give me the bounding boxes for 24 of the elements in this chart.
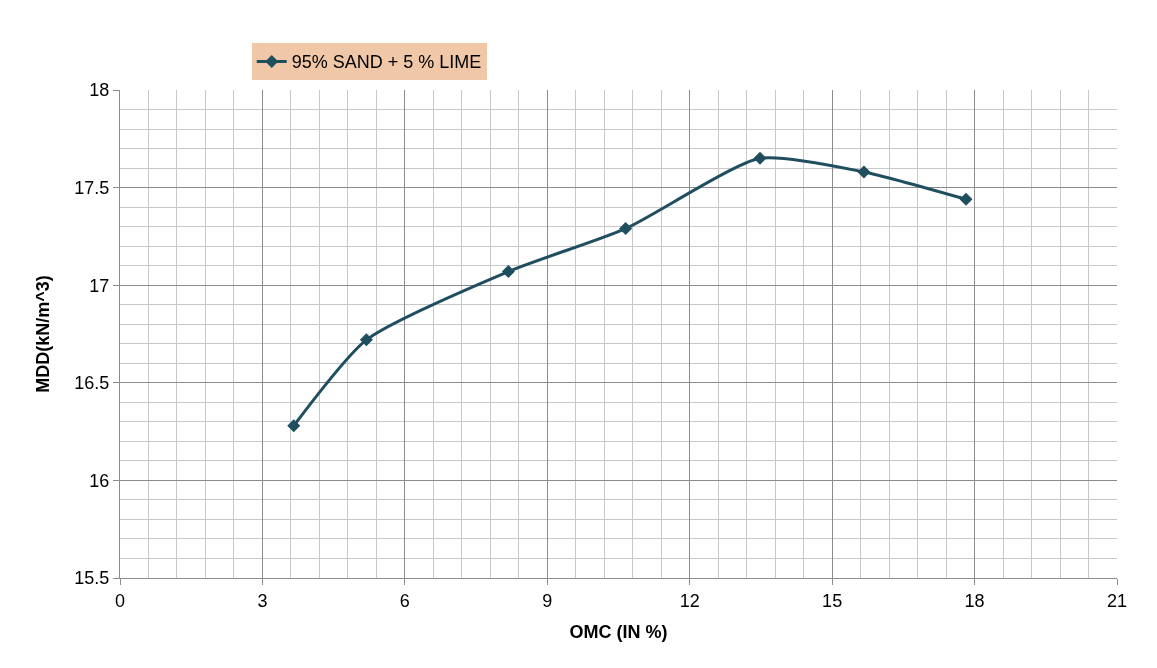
x-tick-label: 21	[1106, 590, 1128, 611]
x-tick-label: 9	[542, 590, 553, 611]
point	[857, 165, 871, 179]
x-tick-label: 3	[257, 590, 268, 611]
point	[501, 265, 515, 279]
x-tick-label: 12	[679, 590, 700, 611]
x-tick-label: 18	[964, 590, 985, 611]
x-tick-label: 15	[822, 590, 843, 611]
x-tick-label: 0	[114, 590, 126, 611]
point	[959, 192, 973, 206]
y-tick-label: 17	[89, 275, 110, 296]
legend-label: 95% SAND + 5 % LIME	[291, 52, 482, 73]
x-tick-label: 6	[399, 590, 410, 611]
point	[619, 222, 633, 236]
y-tick-label: 17.5	[74, 177, 110, 198]
y-tick-label: 16	[89, 470, 110, 491]
point	[287, 419, 301, 433]
x-axis-title: OMC (IN %)	[569, 621, 668, 642]
y-tick-label: 18	[89, 80, 110, 101]
point	[359, 333, 373, 347]
y-axis-title: MDD(kN/m^3)	[32, 275, 53, 393]
y-tick-label: 16.5	[74, 373, 110, 394]
y-tick-label: 15.5	[74, 568, 110, 589]
point	[753, 151, 767, 165]
